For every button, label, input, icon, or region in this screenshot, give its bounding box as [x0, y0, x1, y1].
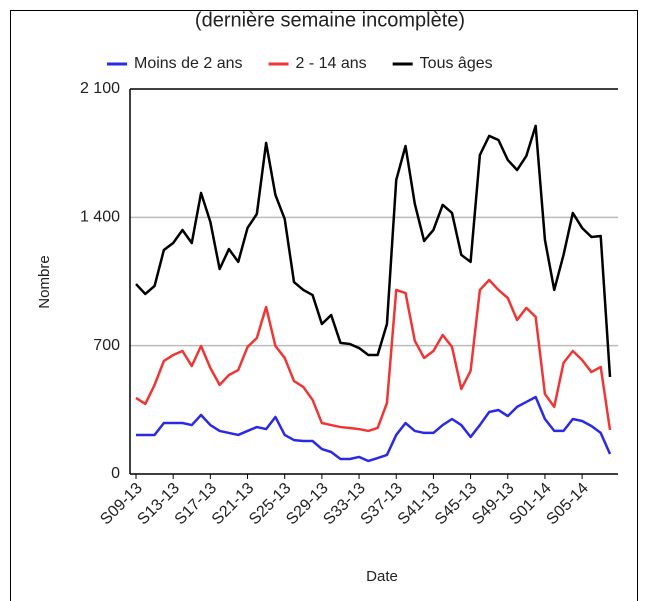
frame [10, 10, 638, 601]
chart-title: (dernière semaine incomplète) [195, 9, 465, 31]
legend-label: Tous âges [420, 55, 493, 72]
series-line [135, 278, 612, 433]
x-axis-label: Date [366, 568, 398, 585]
y-tick-label: 0 [111, 465, 120, 482]
y-axis-label: Nombre [36, 255, 53, 308]
series-line [136, 395, 612, 463]
y-tick-label: 1 400 [80, 209, 120, 226]
x-tick-label: S05-14 [543, 480, 592, 529]
y-tick-label: 700 [93, 337, 120, 354]
legend-label: 2 - 14 ans [296, 55, 367, 72]
y-tick-label: 2 100 [80, 80, 120, 97]
series-line [135, 124, 612, 378]
legend-label: Moins de 2 ans [134, 55, 243, 72]
